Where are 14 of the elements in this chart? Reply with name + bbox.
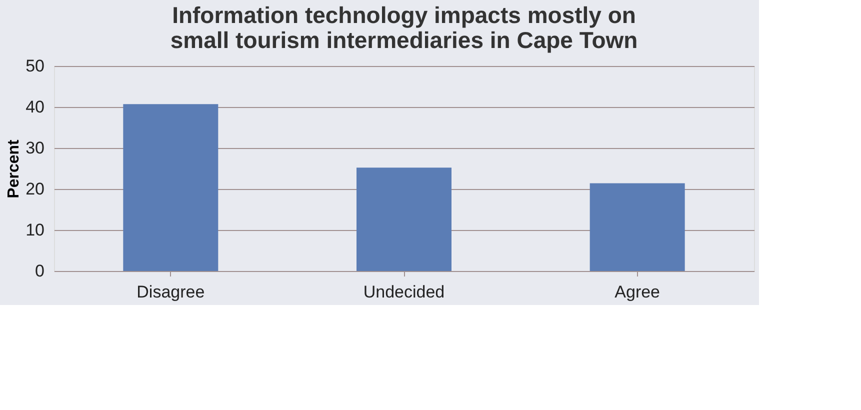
y-tick-label: 40 (26, 98, 44, 116)
y-axis-title: Percent (6, 138, 23, 198)
x-tick-label: Agree (614, 282, 660, 302)
y-tick-label: 0 (35, 262, 44, 280)
x-tick-label: Undecided (363, 282, 445, 302)
chart-title: Information technology impacts mostly on small tourism intermediaries in Cape Town (170, 2, 638, 53)
y-tick-label: 50 (26, 56, 44, 76)
y-tick-label: 20 (26, 180, 44, 198)
bar (356, 168, 452, 271)
x-tick-label: Disagree (136, 282, 205, 302)
y-tick-label: 30 (26, 138, 44, 158)
bar (590, 183, 685, 271)
bar (123, 104, 218, 271)
y-tick-label: 10 (26, 220, 44, 240)
